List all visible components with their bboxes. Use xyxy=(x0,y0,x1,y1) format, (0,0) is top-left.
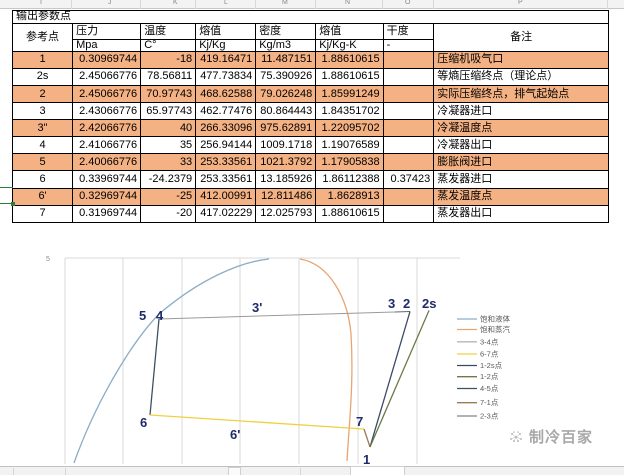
svg-text:饱和蒸汽: 饱和蒸汽 xyxy=(480,324,510,334)
svg-text:7-1点: 7-1点 xyxy=(480,398,499,407)
svg-text:6-7点: 6-7点 xyxy=(480,350,499,359)
svg-text:3: 3 xyxy=(388,296,395,311)
svg-text:6: 6 xyxy=(140,415,147,430)
svg-text:饱和液体: 饱和液体 xyxy=(480,314,510,324)
svg-text:4: 4 xyxy=(156,308,164,323)
svg-text:4-5点: 4-5点 xyxy=(480,384,499,393)
svg-text:7: 7 xyxy=(356,414,363,429)
svg-text:2-3点: 2-3点 xyxy=(480,412,499,421)
svg-text:2: 2 xyxy=(403,296,410,311)
svg-text:2s: 2s xyxy=(422,296,436,311)
svg-text:5: 5 xyxy=(46,256,50,263)
svg-text:3': 3' xyxy=(252,300,262,315)
svg-text:6': 6' xyxy=(230,427,240,442)
svg-text:1: 1 xyxy=(363,452,370,467)
svg-text:1-2s点: 1-2s点 xyxy=(480,361,503,370)
svg-text:3-4点: 3-4点 xyxy=(480,337,499,346)
svg-text:1-2点: 1-2点 xyxy=(480,372,499,381)
svg-text:5: 5 xyxy=(139,308,146,323)
